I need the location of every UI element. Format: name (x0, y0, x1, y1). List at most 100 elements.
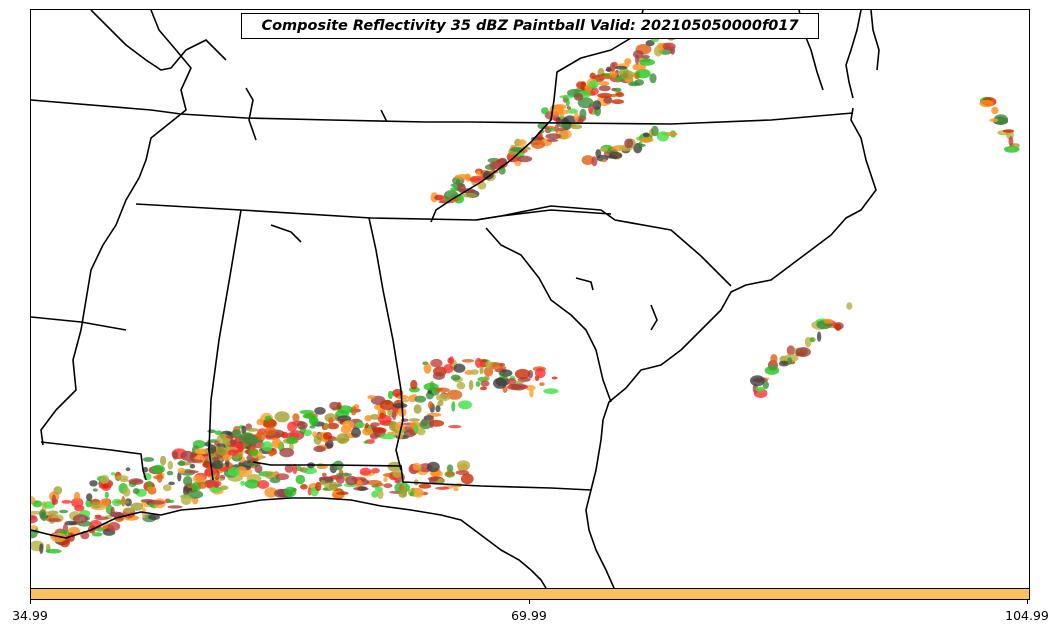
reflectivity-blob (485, 360, 493, 369)
reflectivity-blob (197, 481, 207, 489)
reflectivity-blob (498, 362, 506, 367)
reflectivity-blob (400, 486, 408, 497)
reflectivity-blob (516, 155, 533, 163)
reflectivity-blob (525, 384, 536, 391)
reflectivity-blob (257, 480, 270, 489)
colorbar-tick-mark-min (30, 599, 31, 604)
reflectivity-blob (100, 474, 110, 485)
reflectivity-blob (448, 356, 455, 365)
reflectivity-blob (315, 481, 322, 492)
reflectivity-blob (333, 437, 350, 442)
reflectivity-blob (809, 337, 815, 342)
reflectivity-blob (559, 95, 574, 99)
reflectivity-blob (446, 389, 463, 400)
reflectivity-blob (264, 426, 276, 437)
reflectivity-blob (362, 427, 373, 436)
reflectivity-blob (262, 418, 277, 428)
reflectivity-blob (594, 77, 600, 81)
reflectivity-blob (402, 399, 409, 403)
reflectivity-blob (284, 464, 294, 473)
reflectivity-blob (180, 494, 192, 505)
reflectivity-blob (581, 155, 595, 166)
reflectivity-blob (795, 347, 811, 357)
reflectivity-blob (656, 42, 665, 51)
reflectivity-blob (167, 460, 174, 470)
reflectivity-blob (183, 486, 189, 497)
reflectivity-blob (177, 471, 182, 482)
reflectivity-blob (480, 386, 487, 391)
colorbar-tick-min: 34.99 (12, 608, 48, 623)
reflectivity-blob (142, 457, 155, 462)
reflectivity-blob (470, 369, 479, 375)
reflectivity-blob (192, 475, 205, 483)
reflectivity-blob (574, 111, 579, 123)
reflectivity-blob (355, 421, 365, 429)
reflectivity-blob (39, 509, 47, 520)
reflectivity-blob (32, 500, 43, 508)
reflectivity-blob (286, 436, 298, 444)
reflectivity-blob (577, 97, 594, 109)
reflectivity-blob (599, 75, 613, 80)
reflectivity-blob (241, 425, 247, 434)
reflectivity-blob (345, 475, 358, 486)
map-panel (30, 9, 1030, 589)
reflectivity-blob (167, 505, 183, 509)
reflectivity-blob (750, 375, 765, 387)
reflectivity-blob (435, 405, 441, 413)
reflectivity-blob (764, 365, 780, 375)
reflectivity-blob (517, 139, 527, 147)
reflectivity-blob (476, 170, 481, 178)
reflectivity-blob (110, 472, 116, 476)
reflectivity-blob (166, 470, 174, 476)
reflectivity-blob (770, 354, 778, 364)
map-title: Composite Reflectivity 35 dBZ Paintball … (241, 13, 819, 39)
reflectivity-blob (413, 424, 419, 434)
reflectivity-blob (204, 467, 217, 477)
colorbar-tick-mark-max (1027, 599, 1028, 604)
reflectivity-blob (598, 85, 611, 92)
reflectivity-blob (86, 493, 93, 501)
reflectivity-blob (120, 478, 129, 483)
reflectivity-blob (214, 430, 223, 436)
river-west-ky (90, 10, 227, 71)
reflectivity-blob (99, 498, 111, 508)
reflectivity-blob (74, 504, 85, 512)
colorbar-tick-max: 104.99 (1005, 608, 1049, 623)
reflectivity-blob (336, 491, 349, 496)
reflectivity-blob (649, 73, 657, 84)
reflectivity-blob (993, 114, 1009, 125)
reflectivity-blob (39, 543, 44, 554)
reflectivity-blob (123, 507, 135, 513)
reflectivity-blob (292, 463, 298, 475)
reflectivity-blob (565, 97, 570, 107)
reflectivity-blob (595, 149, 602, 158)
reflectivity-blob (641, 55, 650, 59)
reflectivity-blob (146, 486, 156, 492)
reflectivity-blob (603, 96, 613, 104)
reflectivity-blob (579, 108, 587, 120)
colorbar-tick-mid: 69.99 (511, 608, 547, 623)
reflectivity-blob (638, 143, 646, 147)
reflectivity-blob (432, 372, 445, 380)
reflectivity-blob (363, 440, 369, 444)
reflectivity-blob (615, 65, 628, 70)
reflectivity-blob (414, 395, 426, 403)
ms-al-border (208, 209, 242, 481)
reflectivity-blob (91, 532, 103, 537)
reflectivity-blob (156, 472, 163, 483)
reflectivity-blob (227, 449, 238, 457)
reflectivity-blob (539, 382, 545, 386)
reflectivity-blob (168, 481, 175, 486)
nc-sc-border (475, 205, 732, 287)
reflectivity-blob (167, 499, 175, 504)
reflectivity-blob (498, 371, 504, 376)
reflectivity-blob (804, 336, 812, 348)
reflectivity-blob (846, 302, 853, 310)
reflectivity-blob (188, 487, 193, 492)
lake-shape-1 (245, 87, 257, 141)
reflectivity-blob (258, 450, 263, 461)
reflectivity-blob (464, 173, 471, 182)
reflectivity-blob (397, 394, 409, 400)
reflectivity-blob (59, 509, 69, 514)
reflectivity-blob (72, 514, 89, 524)
